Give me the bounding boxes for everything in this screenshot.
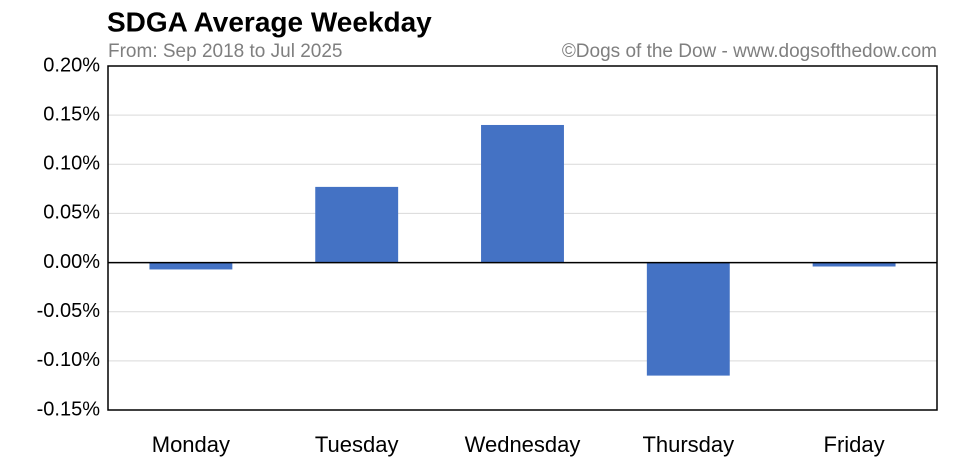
y-tick-label: -0.15% [37, 398, 101, 420]
bar [149, 262, 233, 270]
bar [646, 262, 730, 376]
x-tick-label: Wednesday [465, 432, 581, 457]
x-tick-label: Tuesday [315, 432, 399, 457]
y-tick-label: 0.10% [43, 153, 100, 175]
plot-border [107, 65, 938, 411]
y-tick-label: 0.15% [43, 103, 100, 125]
bar [481, 124, 564, 263]
y-tick-label: 0.00% [43, 251, 100, 273]
x-tick-label: Thursday [642, 432, 734, 457]
bar [315, 186, 399, 263]
x-tick-label: Monday [152, 432, 230, 457]
x-tick-label: Friday [824, 432, 885, 457]
bar [812, 262, 896, 267]
chart-subtitle: From: Sep 2018 to Jul 2025 [108, 41, 342, 62]
y-tick-label: -0.10% [37, 349, 101, 371]
chart-title: SDGA Average Weekday [107, 6, 432, 37]
chart-credit: ©Dogs of the Dow - www.dogsofthedow.com [562, 41, 937, 62]
y-tick-label: -0.05% [37, 300, 101, 322]
y-tick-label: 0.20% [43, 54, 100, 76]
y-tick-label: 0.05% [43, 202, 100, 224]
